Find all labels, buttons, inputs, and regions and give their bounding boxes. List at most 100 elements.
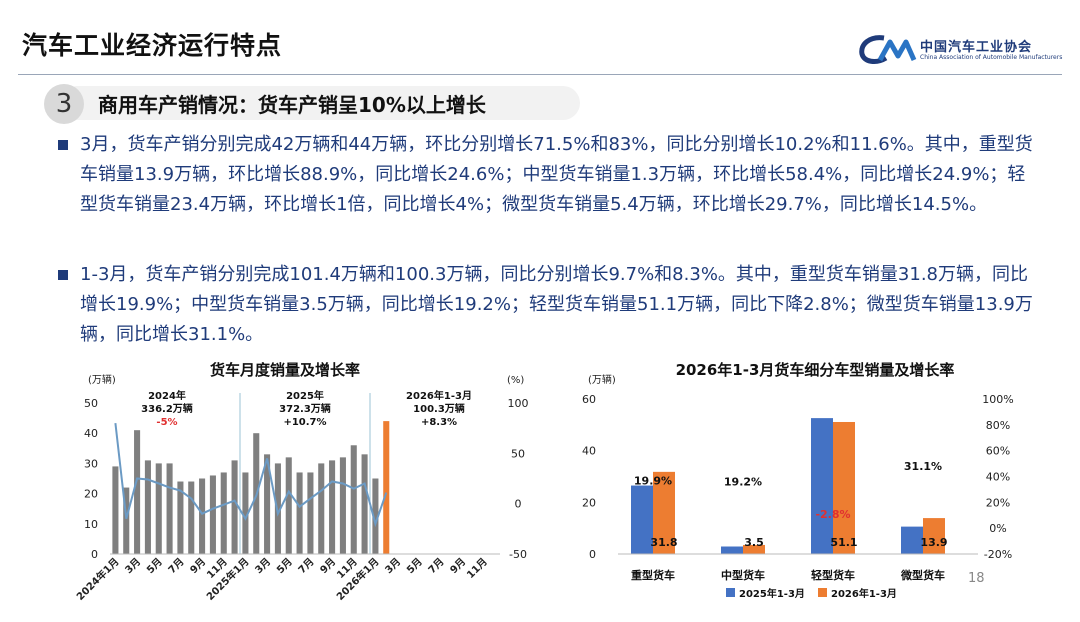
monthly-sales-bar <box>242 472 249 554</box>
chart1-xtick-group: 5月 <box>404 556 424 576</box>
chart1-y2tick: 100 <box>508 397 529 410</box>
monthly-sales-chart: 货车月度销量及增长率 (万辆) (%) 0 10 20 30 40 50 -50 0 50 10… <box>74 361 529 603</box>
header: 汽车工业经济运行特点 中国汽车工业协会 China Association of… <box>0 0 1080 80</box>
monthly-sales-bar <box>144 460 151 554</box>
chart2-ytick: 40 <box>582 445 596 458</box>
chart1-xtick-group: 3月 <box>123 556 143 576</box>
chart1-xtick-group: 5月 <box>274 556 294 576</box>
chart1-ytick: 40 <box>84 427 98 440</box>
monthly-sales-bar <box>166 463 173 554</box>
bar-2025 <box>721 546 743 554</box>
chart1-xtick: 3月 <box>123 556 143 576</box>
monthly-sales-bar <box>383 421 390 554</box>
chart1-xtick-group: 2024年1月 <box>74 555 122 603</box>
chart1-xtick: 5月 <box>144 556 164 576</box>
chart1-ytick: 10 <box>84 518 98 531</box>
period-annotation-label: 2024年 <box>148 389 186 402</box>
chart2-ytick: 20 <box>582 496 596 509</box>
chart1-xtick-group: 7月 <box>166 556 186 576</box>
monthly-sales-bar <box>177 481 184 554</box>
chart1-xtick: 5月 <box>404 556 424 576</box>
chart2-ytick: 60 <box>582 393 596 406</box>
monthly-sales-bar <box>209 475 216 554</box>
chart1-xtick-group: 3月 <box>383 556 403 576</box>
segment-sales-chart: 2026年1-3月货车细分车型销量及增长率 (万辆) 0 20 40 60 -20% 0… <box>582 361 1014 600</box>
monthly-sales-bar <box>339 457 346 554</box>
bar-2025 <box>811 418 833 554</box>
chart2-category-label: 轻型货车 <box>811 568 855 582</box>
chart1-y2tick: 50 <box>511 447 525 460</box>
chart1-xtick: 5月 <box>274 556 294 576</box>
chart2-y2tick: 100% <box>982 393 1013 406</box>
chart1-xtick-group: 7月 <box>296 556 316 576</box>
chart1-xtick-group: 11月 <box>464 556 489 581</box>
monthly-sales-bar <box>134 430 141 554</box>
bar-2026 <box>833 421 855 554</box>
chart2-category-label: 重型货车 <box>631 568 675 582</box>
chart1-xtick: 3月 <box>383 556 403 576</box>
bar-2025 <box>631 485 653 554</box>
logo-text-cn: 中国汽车工业协会 <box>920 40 1033 55</box>
monthly-sales-bar <box>372 478 379 554</box>
caam-logo-icon <box>859 35 917 64</box>
section-banner <box>60 86 580 120</box>
header-divider <box>18 74 1062 75</box>
chart1-xtick: 3月 <box>253 556 273 576</box>
monthly-sales-bar <box>329 460 336 554</box>
chart1-ytick: 0 <box>91 548 98 561</box>
legend-swatch <box>726 588 735 597</box>
monthly-sales-bar <box>350 445 357 554</box>
chart2-y2tick: 60% <box>986 445 1010 458</box>
bar-value-label: 51.1 <box>830 536 857 549</box>
chart2-ytick: 0 <box>589 548 596 561</box>
caam-logo: 中国汽车工业协会 China Association of Automobile… <box>858 34 1062 70</box>
chart1-left-unit: (万辆) <box>88 373 116 386</box>
logo-text-en: China Association of Automobile Manufact… <box>920 54 1063 61</box>
monthly-sales-bar <box>155 463 162 554</box>
bar-value-label: 31.8 <box>650 536 677 549</box>
legend-swatch <box>818 588 827 597</box>
section-number: 3 <box>44 84 84 124</box>
bullet-square-icon <box>58 270 68 280</box>
chart1-title: 货车月度销量及增长率 <box>210 361 360 379</box>
period-annotation-total: 336.2万辆 <box>141 402 193 415</box>
monthly-sales-bar <box>296 472 303 554</box>
monthly-sales-bar <box>199 478 206 554</box>
monthly-sales-bar <box>112 466 119 554</box>
period-annotation-label: 2025年 <box>286 389 324 402</box>
bullet-item: 1-3月，货车产销分别完成101.4万辆和100.3万辆，同比分别增长9.7%和… <box>58 260 1038 350</box>
chart1-xtick: 2024年1月 <box>74 555 122 603</box>
chart1-ytick: 20 <box>84 488 98 501</box>
bar-2025 <box>901 526 923 554</box>
bar-2026 <box>743 544 765 554</box>
monthly-sales-bar <box>285 457 292 554</box>
monthly-sales-bar <box>307 472 314 554</box>
chart1-xtick: 11月 <box>464 556 489 581</box>
monthly-sales-bar <box>264 454 271 554</box>
chart1-y2tick: -50 <box>509 548 527 561</box>
growth-rate-label: -2.8% <box>815 508 850 521</box>
bar-2026 <box>653 471 675 554</box>
monthly-sales-bar <box>220 472 227 554</box>
chart1-ytick: 50 <box>84 397 98 410</box>
chart1-xtick: 7月 <box>166 556 186 576</box>
chart2-category-label: 中型货车 <box>721 568 765 582</box>
period-annotation-total: 100.3万辆 <box>413 402 465 415</box>
period-annotation-label: 2026年1-3月 <box>406 389 472 402</box>
chart1-xtick-group: 3月 <box>253 556 273 576</box>
chart1-y2tick: 0 <box>515 498 522 511</box>
period-annotation-total: 372.3万辆 <box>279 402 331 415</box>
chart2-y2tick: 80% <box>986 419 1010 432</box>
chart2-left-unit: (万辆) <box>588 373 616 386</box>
chart2-y2tick: 40% <box>986 471 1010 484</box>
growth-rate-label: 19.2% <box>724 475 762 488</box>
chart1-right-unit: (%) <box>507 375 524 386</box>
chart2-y2tick: 20% <box>986 496 1010 509</box>
bullet-text: 3月，货车产销分别完成42万辆和44万辆，环比分别增长71.5%和83%，同比分… <box>80 134 1033 215</box>
period-annotation-growth: +8.3% <box>421 417 457 428</box>
monthly-sales-bar <box>123 487 130 554</box>
legend-label: 2025年1-3月 <box>739 587 805 600</box>
bar-value-label: 3.5 <box>744 536 764 549</box>
chart1-ytick: 30 <box>84 457 98 470</box>
bullet-square-icon <box>58 140 68 150</box>
